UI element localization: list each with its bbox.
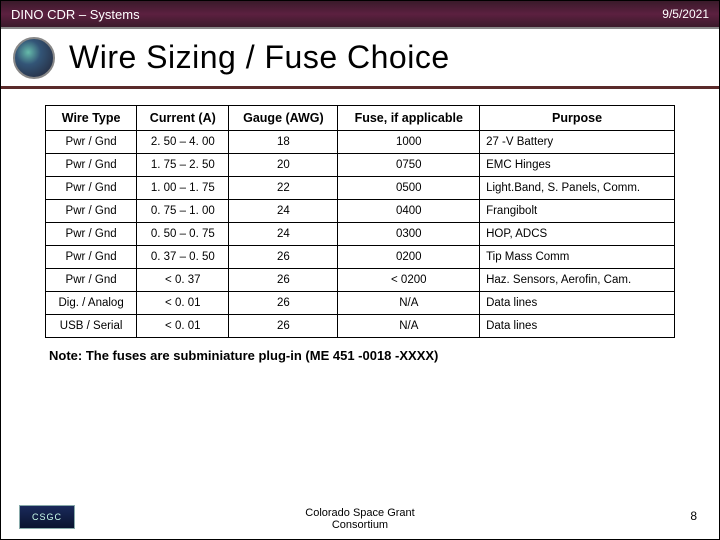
csgc-logo-icon: CSGC	[19, 505, 75, 529]
table-cell: < 0. 01	[137, 315, 229, 338]
topbar-left: DINO CDR – Systems	[11, 7, 140, 22]
table-cell: Pwr / Gnd	[46, 177, 137, 200]
table-row: Pwr / Gnd0. 37 – 0. 50260200Tip Mass Com…	[46, 246, 675, 269]
table-cell: Tip Mass Comm	[480, 246, 675, 269]
content: Wire Type Current (A) Gauge (AWG) Fuse, …	[1, 89, 719, 363]
table-row: USB / Serial< 0. 0126N/AData lines	[46, 315, 675, 338]
table-cell: 18	[229, 131, 338, 154]
footer-line1: Colorado Space Grant	[305, 507, 414, 519]
table-cell: 24	[229, 200, 338, 223]
fuse-note: Note: The fuses are subminiature plug-in…	[45, 348, 675, 363]
table-row: Pwr / Gnd< 0. 3726< 0200Haz. Sensors, Ae…	[46, 269, 675, 292]
footer-line2: Consortium	[305, 519, 414, 531]
table-cell: 0750	[338, 154, 480, 177]
table-cell: Pwr / Gnd	[46, 154, 137, 177]
page-title: Wire Sizing / Fuse Choice	[69, 39, 450, 76]
table-cell: 0300	[338, 223, 480, 246]
table-cell: Pwr / Gnd	[46, 269, 137, 292]
table-cell: Pwr / Gnd	[46, 200, 137, 223]
table-cell: EMC Hinges	[480, 154, 675, 177]
topbar: DINO CDR – Systems 9/5/2021	[1, 1, 719, 29]
table-cell: 0. 50 – 0. 75	[137, 223, 229, 246]
table-cell: 0. 75 – 1. 00	[137, 200, 229, 223]
table-cell: 24	[229, 223, 338, 246]
footer: CSGC Colorado Space Grant Consortium 8	[1, 507, 719, 531]
table-cell: 1. 00 – 1. 75	[137, 177, 229, 200]
table-cell: N/A	[338, 292, 480, 315]
table-cell: 2. 50 – 4. 00	[137, 131, 229, 154]
table-cell: HOP, ADCS	[480, 223, 675, 246]
table-cell: Dig. / Analog	[46, 292, 137, 315]
table-cell: N/A	[338, 315, 480, 338]
table-cell: 26	[229, 269, 338, 292]
table-cell: < 0200	[338, 269, 480, 292]
table-cell: 26	[229, 246, 338, 269]
table-cell: Pwr / Gnd	[46, 246, 137, 269]
col-fuse: Fuse, if applicable	[338, 106, 480, 131]
table-cell: Data lines	[480, 315, 675, 338]
table-cell: 26	[229, 292, 338, 315]
table-cell: USB / Serial	[46, 315, 137, 338]
table-header-row: Wire Type Current (A) Gauge (AWG) Fuse, …	[46, 106, 675, 131]
table-body: Pwr / Gnd2. 50 – 4. 0018100027 -V Batter…	[46, 131, 675, 338]
table-cell: 0400	[338, 200, 480, 223]
table-cell: 0200	[338, 246, 480, 269]
table-cell: 1000	[338, 131, 480, 154]
page-number: 8	[690, 509, 697, 523]
topbar-date: 9/5/2021	[662, 7, 709, 21]
table-cell: 20	[229, 154, 338, 177]
table-row: Pwr / Gnd0. 75 – 1. 00240400Frangibolt	[46, 200, 675, 223]
table-cell: Light.Band, S. Panels, Comm.	[480, 177, 675, 200]
table-row: Pwr / Gnd2. 50 – 4. 0018100027 -V Batter…	[46, 131, 675, 154]
col-purpose: Purpose	[480, 106, 675, 131]
table-cell: 22	[229, 177, 338, 200]
wire-sizing-table: Wire Type Current (A) Gauge (AWG) Fuse, …	[45, 105, 675, 338]
col-gauge: Gauge (AWG)	[229, 106, 338, 131]
col-current: Current (A)	[137, 106, 229, 131]
table-cell: < 0. 01	[137, 292, 229, 315]
table-cell: 0500	[338, 177, 480, 200]
title-row: Wire Sizing / Fuse Choice	[1, 29, 719, 89]
table-row: Dig. / Analog< 0. 0126N/AData lines	[46, 292, 675, 315]
table-cell: 27 -V Battery	[480, 131, 675, 154]
table-cell: Data lines	[480, 292, 675, 315]
table-cell: 1. 75 – 2. 50	[137, 154, 229, 177]
table-row: Pwr / Gnd1. 75 – 2. 50200750EMC Hinges	[46, 154, 675, 177]
col-wire-type: Wire Type	[46, 106, 137, 131]
mission-logo-icon	[13, 37, 55, 79]
table-cell: Frangibolt	[480, 200, 675, 223]
table-cell: Haz. Sensors, Aerofin, Cam.	[480, 269, 675, 292]
table-cell: Pwr / Gnd	[46, 131, 137, 154]
table-cell: 0. 37 – 0. 50	[137, 246, 229, 269]
table-row: Pwr / Gnd1. 00 – 1. 75220500Light.Band, …	[46, 177, 675, 200]
table-cell: Pwr / Gnd	[46, 223, 137, 246]
table-cell: < 0. 37	[137, 269, 229, 292]
slide: DINO CDR – Systems 9/5/2021 Wire Sizing …	[0, 0, 720, 540]
table-row: Pwr / Gnd0. 50 – 0. 75240300HOP, ADCS	[46, 223, 675, 246]
table-cell: 26	[229, 315, 338, 338]
footer-center: Colorado Space Grant Consortium	[305, 507, 414, 531]
